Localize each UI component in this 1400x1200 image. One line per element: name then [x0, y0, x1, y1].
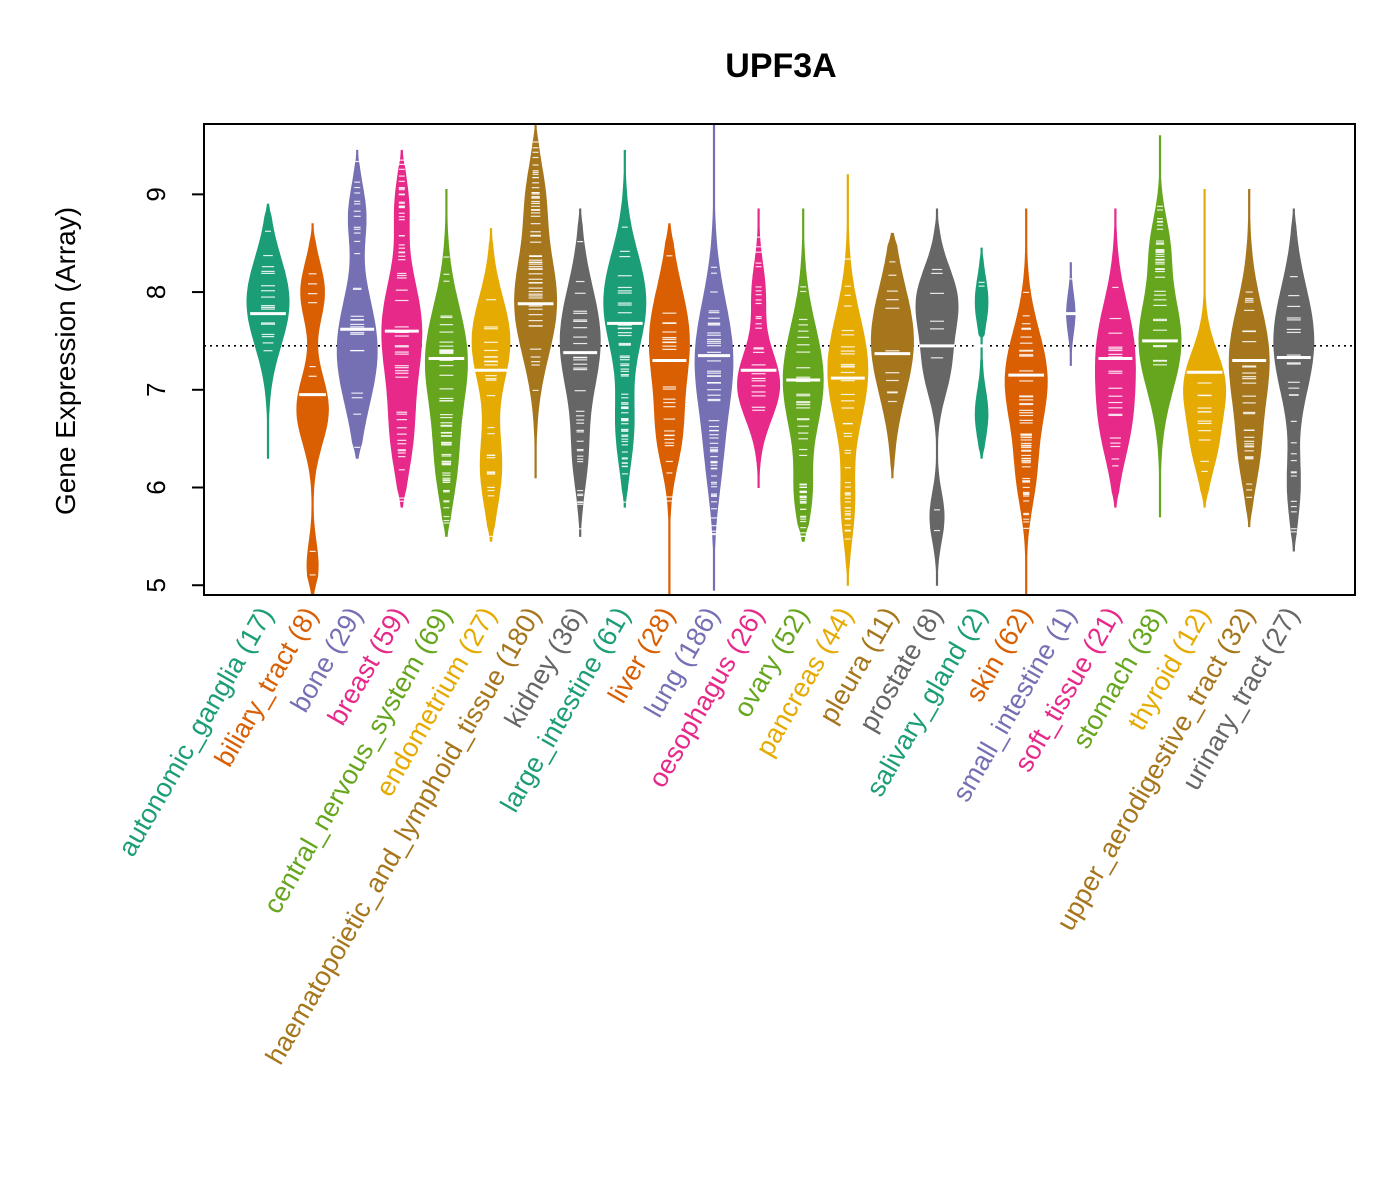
y-axis: 5 6 7 8 9 [141, 187, 204, 592]
violin-ovary [782, 208, 824, 542]
violin-oesophagus [737, 208, 781, 488]
violin-breast [381, 149, 423, 508]
y-tick-label: 9 [141, 187, 171, 201]
violin-large-intestine [603, 149, 647, 508]
violin-endometrium [471, 228, 511, 542]
violin-prostate [915, 208, 959, 586]
violin-pleura [870, 232, 914, 479]
violin-skin [1004, 208, 1048, 595]
y-tick-label: 7 [141, 383, 171, 397]
violin-salivary-gland [973, 247, 990, 459]
violin-upper-aerodigestive-tract [1228, 189, 1270, 528]
y-tick-label: 8 [141, 285, 171, 299]
y-tick-label: 6 [141, 480, 171, 494]
violin-central-nervous-system [424, 189, 468, 537]
violin-urinary-tract [1273, 208, 1315, 552]
violin-pancreas [827, 174, 869, 586]
violin-liver [649, 223, 690, 595]
violin-haematopoietic-and-lymphoid-tissue [514, 124, 558, 479]
y-axis-label: Gene Expression (Array) [50, 207, 81, 515]
plot-frame [203, 123, 1356, 596]
violin-stomach [1138, 135, 1182, 518]
chart-title: UPF3A [725, 47, 836, 85]
x-axis-labels: autonomic_ganglia (17)biliary_tract (8)b… [112, 602, 1305, 1069]
violin-lung [694, 124, 734, 591]
violin-small-intestine [1062, 262, 1079, 366]
violin-soft-tissue [1095, 208, 1136, 508]
violin-thyroid [1183, 189, 1227, 508]
violin-biliary-tract [296, 223, 329, 595]
violin-layer [246, 124, 1315, 595]
y-tick-label: 5 [141, 578, 171, 592]
violin-kidney [559, 208, 601, 537]
violin-bone [336, 149, 378, 459]
violin-autonomic-ganglia [246, 203, 290, 459]
